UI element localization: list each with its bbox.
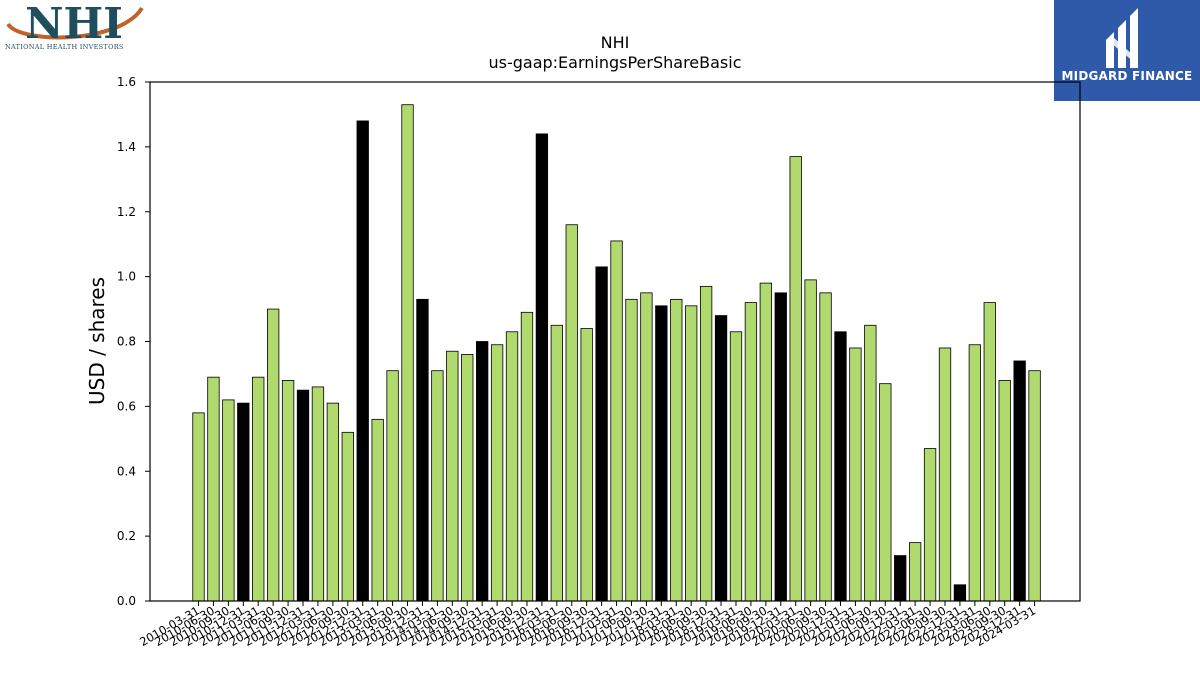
y-tick-label: 1.2 [117, 205, 136, 219]
bar-2015-12-31 [535, 133, 549, 602]
bar-2017-09-30 [640, 292, 653, 602]
bar-2016-03-31 [550, 324, 563, 602]
nhi-logo-mark: NHI [6, 0, 144, 48]
y-tick-label: 1.4 [117, 140, 136, 154]
bar-2012-09-30 [341, 431, 354, 602]
bar-2012-03-31 [311, 386, 325, 602]
plot-frame [149, 81, 1081, 602]
midgard-finance-logo: MIDGARD FINANCE [1054, 0, 1200, 101]
nhi-logo-text: NHI [25, 0, 123, 44]
bar-2021-09-30 [879, 383, 892, 602]
x-axis-ticks: 2010-03-312010-06-302010-09-302010-12-31… [137, 601, 1038, 649]
bar-2015-06-30 [505, 331, 519, 602]
y-tick-label: 0.4 [117, 464, 136, 478]
bar-2010-09-30 [222, 399, 235, 602]
bar-2021-03-31 [849, 347, 862, 602]
bar-2014-09-30 [461, 354, 474, 602]
bar-2016-06-30 [565, 224, 578, 602]
bar-2018-06-30 [685, 305, 698, 602]
bar-2022-06-30 [923, 448, 937, 602]
y-tick-label: 0.0 [117, 594, 136, 608]
bar-2013-09-30 [401, 104, 414, 602]
bar-2018-12-31 [714, 315, 728, 602]
bar-2011-12-31 [296, 389, 310, 602]
bar-2022-03-31 [908, 542, 922, 602]
bar-2010-06-30 [207, 376, 220, 602]
bar-2012-06-30 [326, 402, 340, 602]
bar-2019-12-31 [774, 292, 787, 602]
bar-2012-12-31 [356, 120, 369, 602]
y-axis-label: USD / shares [85, 277, 109, 405]
bar-2019-03-31 [729, 331, 743, 602]
chart-subtitle: us-gaap:EarningsPerShareBasic [488, 53, 741, 72]
bar-2016-12-31 [595, 266, 608, 602]
y-tick-label: 1.6 [117, 75, 136, 89]
bar-2013-06-30 [386, 370, 399, 602]
bar-2014-12-31 [476, 341, 489, 602]
bar-2016-09-30 [580, 328, 593, 602]
bar-2014-06-30 [446, 350, 459, 602]
bar-2020-09-30 [819, 292, 832, 602]
nhi-swoosh-icon [6, 6, 144, 40]
midgard-finance-name: MIDGARD FINANCE [1061, 69, 1193, 83]
y-tick-label: 1.0 [117, 270, 136, 284]
bar-2017-03-31 [610, 240, 623, 602]
bar-2019-06-30 [744, 302, 758, 602]
bar-2020-06-30 [804, 279, 817, 602]
bar-2017-12-31 [655, 305, 668, 602]
bar-2019-09-30 [759, 282, 772, 602]
bar-2022-12-31 [953, 584, 967, 602]
bar-2015-03-31 [490, 344, 504, 602]
nhi-logo-tagline: NATIONAL HEALTH INVESTORS [5, 43, 124, 51]
bar-2023-03-31 [968, 344, 982, 602]
bar-2022-09-30 [938, 347, 952, 602]
bar-2015-09-30 [520, 311, 534, 602]
bar-2018-03-31 [670, 298, 683, 602]
bar-2010-12-31 [237, 402, 250, 602]
y-axis-ticks: 0.0 0.2 0.4 0.6 0.8 1.0 1.2 1.4 1.6 [117, 75, 150, 608]
chart-title: NHI [601, 33, 630, 52]
bar-2013-12-31 [416, 298, 429, 602]
bar-2011-06-30 [266, 308, 280, 602]
bar-2014-03-31 [431, 370, 444, 602]
y-tick-label: 0.8 [117, 335, 136, 349]
bar-2021-06-30 [864, 324, 877, 602]
y-tick-label: 0.6 [117, 399, 136, 413]
y-tick-label: 0.2 [117, 529, 136, 543]
bar-2018-09-30 [699, 285, 713, 602]
bar-2021-12-31 [894, 555, 907, 602]
bar-series [192, 104, 1041, 602]
bar-2023-12-31 [1013, 360, 1026, 602]
bar-2013-03-31 [371, 418, 384, 602]
bar-2017-06-30 [625, 298, 638, 602]
bar-2023-06-30 [983, 302, 996, 602]
bar-2010-03-31 [192, 412, 205, 602]
bar-2020-12-31 [834, 331, 847, 602]
midgard-m-icon [1106, 8, 1138, 68]
bar-2023-09-30 [998, 380, 1011, 602]
bar-2011-03-31 [252, 376, 265, 602]
bar-2024-03-31 [1028, 370, 1041, 602]
bar-2020-03-31 [789, 156, 802, 602]
nhi-logo: NHI NATIONAL HEALTH INVESTORS [0, 0, 150, 60]
bar-2011-09-30 [281, 380, 295, 602]
